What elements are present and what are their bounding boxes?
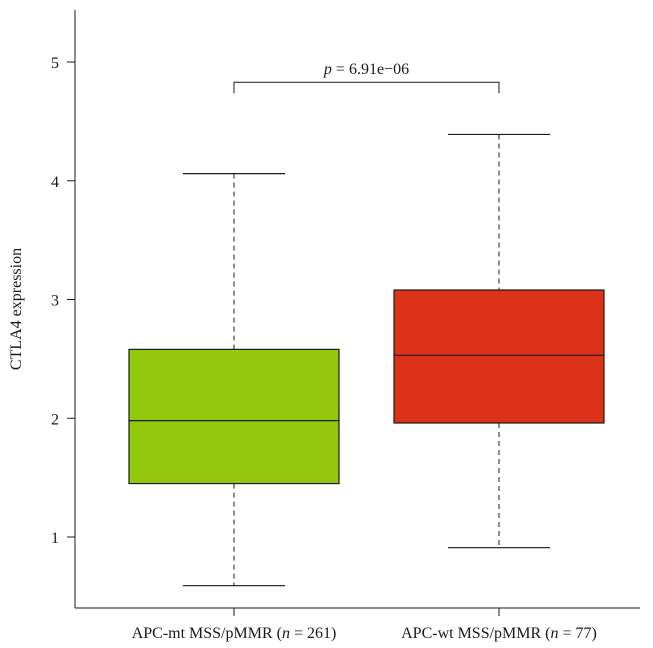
bracket-line [233, 81, 500, 94]
x-tick-label: APC-wt MSS/pMMR (n = 77) [401, 625, 597, 642]
box-group [128, 173, 340, 587]
y-axis-ticks: 1 2 3 4 5 [51, 55, 75, 547]
y-tick-label: 1 [51, 530, 59, 547]
y-tick-label: 4 [51, 174, 59, 191]
x-axis-ticks: APC-mt MSS/pMMR (n = 261) APC-wt MSS/pMMR… [132, 608, 597, 642]
y-tick-label: 3 [51, 293, 59, 310]
y-tick-label: 5 [51, 55, 59, 72]
box-group [393, 133, 605, 549]
plot-area: 1 2 3 4 5 APC-mt MSS/pMMR (n = 261) APC-wt MS… [51, 10, 640, 642]
box-iqr [393, 289, 605, 424]
x-tick-label: APC-mt MSS/pMMR (n = 261) [132, 625, 337, 642]
p-value-label: p = 6.91e−06 [323, 61, 409, 78]
y-tick-label: 2 [51, 411, 59, 428]
boxes [128, 133, 605, 587]
y-axis-title: CTLA4 expression [8, 248, 25, 370]
significance-bracket: p = 6.91e−06 [233, 61, 500, 94]
box-iqr [128, 348, 340, 485]
